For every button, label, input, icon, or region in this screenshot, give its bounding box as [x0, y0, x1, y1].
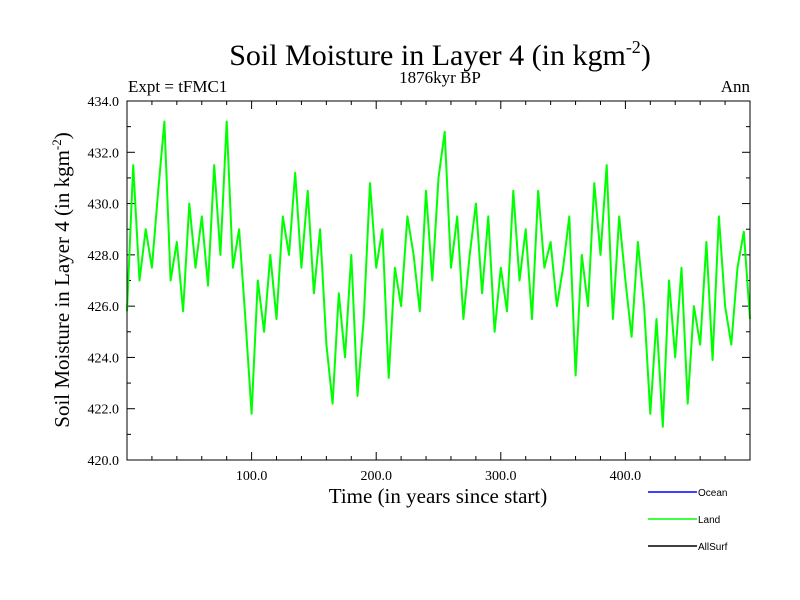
legend-label-allsurf: AllSurf: [698, 542, 728, 553]
y-tick-label: 434.0: [88, 95, 120, 110]
experiment-label: Expt = tFMC1: [128, 77, 227, 96]
chart-title: Soil Moisture in Layer 4 (in kgm-2): [229, 37, 651, 72]
y-tick-label: 428.0: [88, 249, 120, 264]
x-tick-label: 400.0: [610, 469, 642, 484]
x-tick-label: 100.0: [236, 469, 268, 484]
x-axis-ticks: 100.0 200.0 300.0 400.0: [151, 101, 726, 484]
y-axis-label: Soil Moisture in Layer 4 (in kgm-2): [49, 132, 74, 427]
legend-item-land: Land: [648, 515, 720, 526]
y-tick-label: 424.0: [88, 351, 120, 366]
plot-frame: [126, 100, 751, 461]
series-line-land: [126, 120, 751, 428]
legend-item-ocean: Ocean: [648, 488, 727, 499]
legend-label-land: Land: [698, 515, 720, 526]
legend: Ocean Land AllSurf: [648, 488, 728, 553]
season-label: Ann: [721, 77, 751, 96]
x-axis-label: Time (in years since start): [329, 484, 548, 508]
x-tick-label: 200.0: [360, 469, 392, 484]
legend-item-allsurf: AllSurf: [648, 542, 728, 553]
y-tick-label: 426.0: [88, 300, 120, 315]
y-axis-ticks: 420.0 422.0 424.0 426.0 428.0 430.0 432.0 434.0: [88, 95, 750, 469]
x-tick-label: 300.0: [485, 469, 517, 484]
y-tick-label: 422.0: [88, 403, 120, 418]
y-tick-label: 420.0: [88, 454, 120, 469]
legend-label-ocean: Ocean: [698, 488, 727, 499]
y-tick-label: 430.0: [88, 198, 120, 213]
y-tick-label: 432.0: [88, 146, 120, 161]
chart-subtitle: 1876kyr BP: [399, 68, 481, 87]
